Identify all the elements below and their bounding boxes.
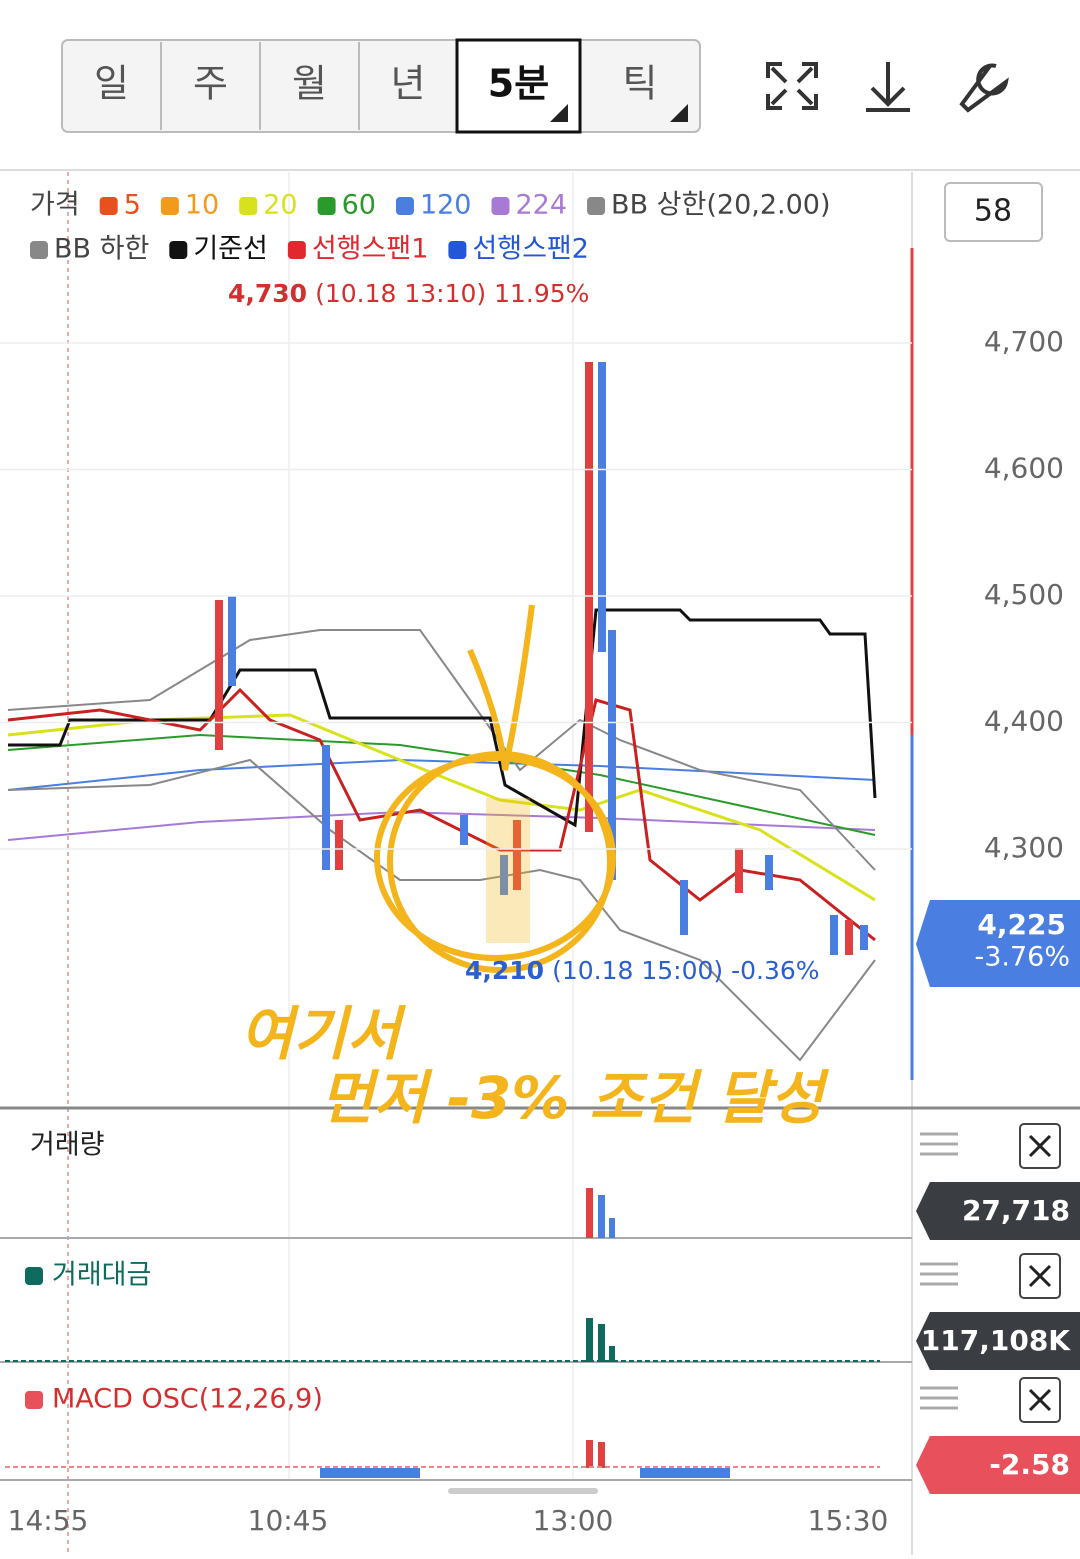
v-grid: [288, 172, 574, 1480]
candles: [215, 362, 868, 955]
y-tick-label: 4,400: [984, 705, 1064, 738]
x-tick-label: 15:30: [808, 1504, 889, 1537]
current-box: [916, 900, 1080, 987]
x-tick-label: 14:55: [8, 1504, 89, 1537]
legend-label: 5: [124, 190, 141, 221]
panel-value-box: [916, 1312, 1080, 1370]
y-tick-label: 4,300: [984, 831, 1064, 864]
legend-swatch: [160, 197, 179, 215]
current-change: -3.76%: [974, 942, 1070, 973]
panel-swatch: [25, 1267, 43, 1285]
panel-swatch: [25, 1391, 43, 1409]
panel-value: 117,108K: [921, 1324, 1072, 1357]
legend-swatch: [99, 197, 118, 215]
panel-value-box: [916, 1436, 1080, 1494]
panel-value-box: [916, 1182, 1080, 1240]
legend-swatch: [317, 197, 336, 215]
tab-label[interactable]: 5분: [488, 62, 549, 106]
legend-swatch: [448, 241, 467, 259]
tab-corner: [670, 104, 688, 122]
tab-label[interactable]: 일: [94, 62, 129, 106]
panel-title: 거래대금: [52, 1260, 151, 1291]
hand-drawing: [374, 604, 616, 973]
close-x: [1028, 1388, 1052, 1412]
y-tick-label: 4,600: [984, 452, 1064, 485]
legend-swatch: [395, 197, 414, 215]
legend-swatch: [30, 241, 48, 259]
close-x: [1028, 1134, 1052, 1158]
legend-label: 기준선: [193, 234, 268, 265]
panel-title: 거래량: [30, 1130, 105, 1161]
legend-label: 60: [342, 190, 376, 221]
panel-borders: [0, 1106, 1080, 1481]
low-price: 4,210: [465, 956, 544, 985]
handwriting: 여기서: [240, 1000, 407, 1068]
y-tick-label: 4,700: [984, 325, 1064, 358]
legend-swatch: [239, 197, 258, 215]
legend-label: 20: [263, 190, 297, 221]
settings-icon[interactable]: [959, 63, 1009, 113]
legend-swatch: [491, 197, 510, 215]
tab-bar: [61, 39, 701, 133]
panel-title: MACD OSC(12,26,9): [52, 1384, 323, 1415]
close-x: [1028, 1264, 1052, 1288]
legend-label: 선행스팬2: [472, 234, 589, 265]
tab-label[interactable]: 주: [193, 62, 228, 106]
legend-swatch: [587, 197, 606, 215]
tab-label[interactable]: 월: [292, 62, 327, 106]
x-tick-label: 13:00: [533, 1504, 614, 1537]
panel-value: 27,718: [962, 1194, 1070, 1227]
legend-label: 가격: [30, 190, 80, 221]
high-detail: (10.18 13:10) 11.95%: [315, 279, 589, 308]
download-icon[interactable]: [866, 62, 910, 112]
icons: [766, 62, 1009, 113]
legend-label: 10: [185, 190, 219, 221]
expand-icon[interactable]: [766, 62, 818, 110]
tab-label[interactable]: 년: [391, 62, 426, 106]
tab-label[interactable]: 틱: [623, 62, 658, 106]
panel-value: -2.58: [989, 1448, 1070, 1481]
handwriting: 먼저 -3% 조건 달성: [320, 1064, 830, 1132]
count-text: 58: [974, 194, 1012, 229]
legend-swatch: [287, 241, 306, 259]
count-box[interactable]: [944, 182, 1043, 242]
panel-bars: [5, 1188, 880, 1478]
tab-corner: [550, 104, 568, 122]
current-price: 4,225: [977, 908, 1066, 941]
y-tick-label: 4,500: [984, 578, 1064, 611]
legend-label: BB 하한: [54, 234, 149, 265]
high-price: 4,730: [228, 279, 307, 308]
scroll-handle[interactable]: [448, 1488, 598, 1494]
legend-swatch: [169, 241, 188, 259]
indicator-lines: [7, 608, 877, 1062]
x-tick-label: 10:45: [248, 1504, 329, 1537]
legend-label: 선행스팬1: [312, 234, 429, 265]
legend-label: 224: [516, 190, 568, 221]
legend-label: 120: [420, 190, 472, 221]
legend-label: BB 상한(20,2.00): [611, 190, 830, 221]
low-detail: (10.18 15:00) -0.36%: [552, 956, 819, 985]
